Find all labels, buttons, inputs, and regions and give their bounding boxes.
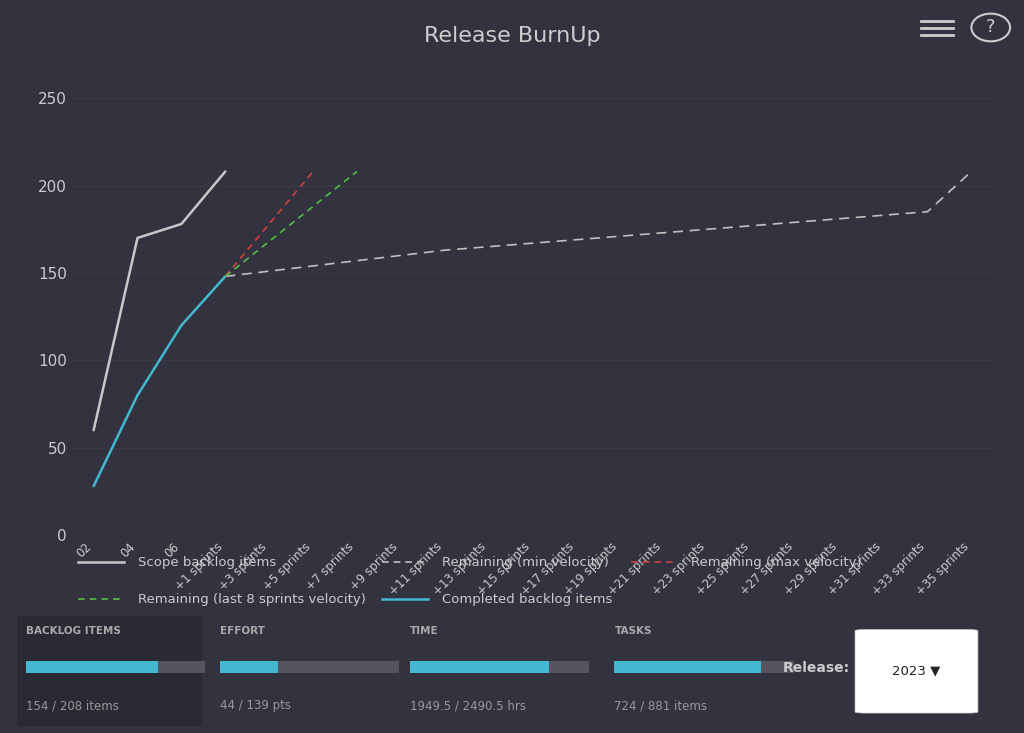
FancyBboxPatch shape (855, 630, 978, 713)
Text: BACKLOG ITEMS: BACKLOG ITEMS (26, 626, 121, 636)
Text: EFFORT: EFFORT (220, 626, 265, 636)
Bar (614, 660, 761, 673)
Text: 1949.5 / 2490.5 hrs: 1949.5 / 2490.5 hrs (410, 699, 525, 712)
Text: TASKS: TASKS (614, 626, 652, 636)
Text: 724 / 881 items: 724 / 881 items (614, 699, 708, 712)
Bar (410, 660, 589, 673)
Text: Remaining (max velocity): Remaining (max velocity) (691, 556, 861, 570)
Text: Release BurnUp: Release BurnUp (424, 26, 600, 45)
FancyBboxPatch shape (17, 616, 202, 726)
Bar (614, 660, 794, 673)
Text: ?: ? (986, 18, 995, 37)
Bar (26, 660, 205, 673)
Bar (26, 660, 158, 673)
Text: TIME: TIME (410, 626, 438, 636)
Bar (220, 660, 278, 673)
Text: Scope backlog items: Scope backlog items (137, 556, 276, 570)
Text: 154 / 208 items: 154 / 208 items (26, 699, 119, 712)
Text: Remaining (last 8 sprints velocity): Remaining (last 8 sprints velocity) (137, 593, 366, 606)
Text: 44 / 139 pts: 44 / 139 pts (220, 699, 291, 712)
Text: Completed backlog items: Completed backlog items (442, 593, 612, 606)
Bar (220, 660, 399, 673)
Text: 2023 ▼: 2023 ▼ (892, 665, 941, 678)
Bar (410, 660, 549, 673)
Text: Remaining (min velocity): Remaining (min velocity) (442, 556, 608, 570)
Text: Release:: Release: (782, 661, 850, 675)
